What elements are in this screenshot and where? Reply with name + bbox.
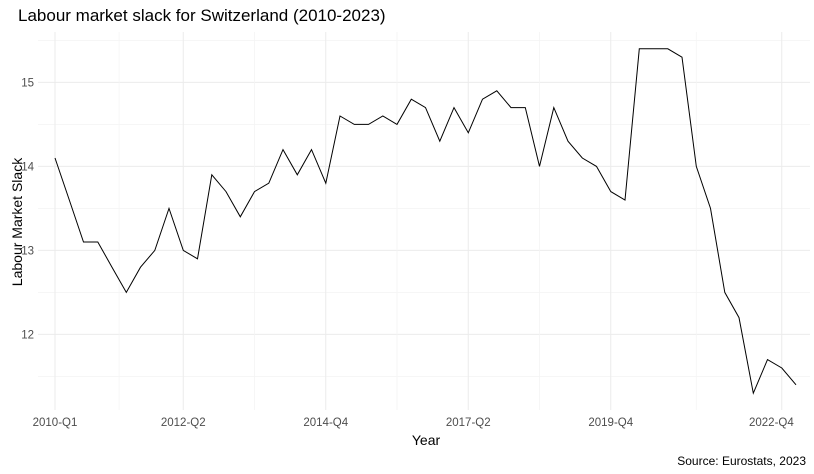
x-tick-label: 2022-Q4 xyxy=(749,417,794,429)
y-tick-label: 15 xyxy=(21,77,34,89)
source-caption: Source: Eurostats, 2023 xyxy=(677,454,806,468)
x-tick-label: 2012-Q2 xyxy=(161,417,206,429)
y-axis-label: Labour Market Slack xyxy=(9,157,25,287)
x-axis-label: Year xyxy=(411,432,441,448)
x-tick-label: 2010-Q1 xyxy=(33,417,78,429)
x-tick-label: 2014-Q4 xyxy=(303,417,348,429)
y-tick-label: 13 xyxy=(21,245,34,257)
y-tick-label: 14 xyxy=(21,161,34,173)
grid-lines xyxy=(38,32,810,410)
x-tick-label: 2019-Q4 xyxy=(588,417,633,429)
series-line xyxy=(54,48,797,395)
x-axis-ticks: 2010-Q1 2012-Q2 2014-Q4 2017-Q2 2019-Q4 2022-… xyxy=(33,417,795,429)
x-tick-label: 2017-Q2 xyxy=(446,417,491,429)
y-axis-ticks: 12 13 14 15 xyxy=(21,77,34,341)
y-tick-label: 12 xyxy=(21,329,34,341)
chart-title: Labour market slack for Switzerland (201… xyxy=(18,6,386,25)
